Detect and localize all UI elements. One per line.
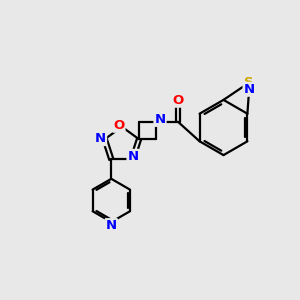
Text: O: O	[172, 94, 184, 107]
Text: N: N	[154, 113, 166, 126]
Text: O: O	[113, 119, 124, 132]
Text: S: S	[244, 76, 254, 89]
Text: N: N	[244, 83, 255, 96]
Text: N: N	[106, 219, 117, 232]
Text: N: N	[95, 132, 106, 145]
Text: N: N	[128, 150, 139, 163]
